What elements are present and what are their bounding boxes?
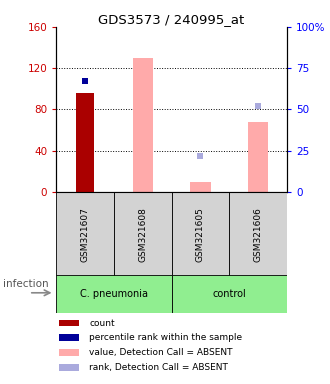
Text: rank, Detection Call = ABSENT: rank, Detection Call = ABSENT: [89, 363, 228, 372]
Bar: [172, 192, 229, 276]
Text: infection: infection: [3, 279, 49, 289]
Text: GSM321608: GSM321608: [138, 207, 147, 262]
Text: count: count: [89, 319, 115, 328]
Point: [140, 0, 146, 5]
Text: value, Detection Call = ABSENT: value, Detection Call = ABSENT: [89, 348, 233, 357]
Text: GSM321606: GSM321606: [254, 207, 263, 262]
Bar: [133, 58, 153, 192]
Bar: [56, 192, 114, 276]
Bar: [59, 319, 79, 326]
Text: control: control: [213, 289, 246, 299]
Bar: [229, 192, 287, 276]
Title: GDS3573 / 240995_at: GDS3573 / 240995_at: [98, 13, 245, 26]
Point: [256, 103, 261, 109]
Text: C. pneumonia: C. pneumonia: [80, 289, 148, 299]
Bar: [59, 349, 79, 356]
Bar: [114, 192, 172, 276]
Point: [82, 78, 88, 84]
Bar: [172, 275, 287, 313]
Bar: [248, 122, 268, 192]
Point: [198, 152, 203, 159]
Bar: [59, 334, 79, 341]
Text: percentile rank within the sample: percentile rank within the sample: [89, 333, 242, 342]
Bar: [190, 182, 211, 192]
Text: GSM321607: GSM321607: [81, 207, 89, 262]
Bar: [56, 275, 172, 313]
Bar: [76, 93, 94, 192]
Bar: [59, 364, 79, 371]
Text: GSM321605: GSM321605: [196, 207, 205, 262]
